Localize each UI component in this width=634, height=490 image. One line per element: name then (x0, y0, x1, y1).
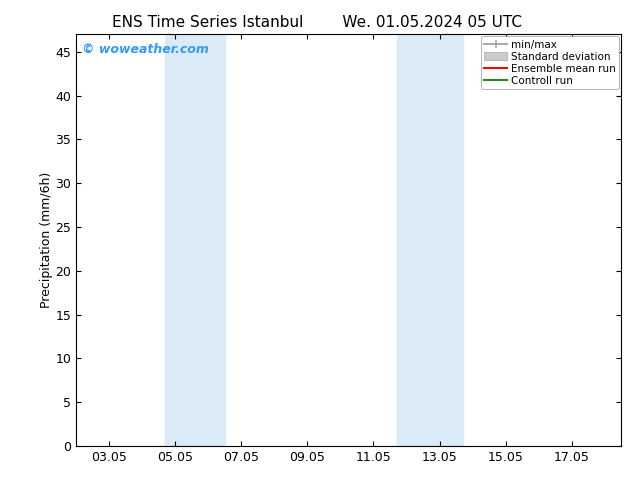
Bar (397, 34, 463, 446)
Text: © woweather.com: © woweather.com (82, 43, 209, 55)
Text: ENS Time Series Istanbul        We. 01.05.2024 05 UTC: ENS Time Series Istanbul We. 01.05.2024 … (112, 15, 522, 30)
Bar (165, 34, 225, 446)
Y-axis label: Precipitation (mm/6h): Precipitation (mm/6h) (39, 172, 53, 308)
Legend: min/max, Standard deviation, Ensemble mean run, Controll run: min/max, Standard deviation, Ensemble me… (481, 36, 619, 89)
